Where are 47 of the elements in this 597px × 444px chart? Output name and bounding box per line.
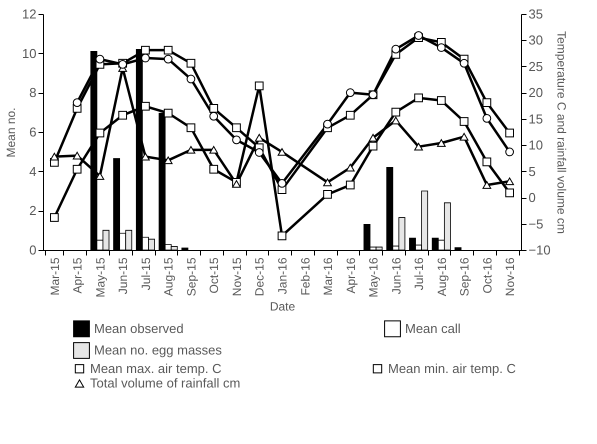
x-tick-label: Jul-16 xyxy=(412,257,426,290)
x-axis-title: Date xyxy=(270,300,296,314)
legend-label: Mean min. air temp. C xyxy=(388,360,516,376)
x-tick-label: Apr-15 xyxy=(70,257,85,294)
x-tick-label: Mar-15 xyxy=(48,257,62,296)
x-tick-label: Jul-15 xyxy=(138,257,153,290)
x-tick-label: Aug-16 xyxy=(434,257,449,296)
x-tick-label: Apr-16 xyxy=(344,257,358,294)
y2-tick-label: 0 xyxy=(528,190,536,206)
y2-tick-label: 35 xyxy=(528,6,543,22)
x-tick-label: Oct-16 xyxy=(480,257,494,294)
x-tick-label: Mar-16 xyxy=(321,257,336,296)
x-tick-label: Aug-15 xyxy=(162,257,176,296)
y-tick-label: 6 xyxy=(29,124,36,140)
x-tick-label: Dec-15 xyxy=(252,257,267,296)
x-tick-label: Nov-15 xyxy=(230,257,244,296)
y2-tick-label: 10 xyxy=(528,138,543,153)
y-tick-label: 4 xyxy=(29,164,36,179)
y-tick-label: 0 xyxy=(29,242,36,258)
y2-axis-title: Temperature C and rainfall volume cm xyxy=(554,31,569,234)
x-tick-label: Jan-16 xyxy=(276,257,290,294)
y2-tick-label: −5 xyxy=(528,216,544,232)
y-tick-label: 2 xyxy=(29,203,36,218)
y2-tick-label: 20 xyxy=(528,85,543,100)
legend-label: Total volume of rainfall cm xyxy=(90,376,240,390)
x-tick-label: May-16 xyxy=(366,257,381,298)
x-tick-label: Nov-16 xyxy=(503,257,518,296)
x-tick-label: Sep-15 xyxy=(184,257,198,296)
legend-label: Mean no. egg masses xyxy=(94,342,222,358)
x-tick-label: Feb-16 xyxy=(298,257,312,296)
x-tick-label: May-15 xyxy=(93,257,108,298)
y2-tick-label: 15 xyxy=(528,111,543,126)
x-tick-label: Jun-15 xyxy=(116,257,130,294)
x-tick-label: Oct-15 xyxy=(207,257,222,294)
legend-label: Mean max. air temp. C xyxy=(90,360,222,376)
y-tick-label: 10 xyxy=(22,46,36,61)
y2-tick-label: 5 xyxy=(528,164,536,179)
y2-tick-label: 25 xyxy=(528,58,543,74)
y-tick-label: 12 xyxy=(22,6,36,22)
y2-tick-label: −10 xyxy=(528,242,551,258)
y-tick-label: 8 xyxy=(29,85,36,100)
y-axis-title: Mean no. xyxy=(4,107,18,158)
legend-label: Mean call xyxy=(405,320,461,336)
y2-tick-label: 30 xyxy=(528,32,543,48)
x-tick-label: Jun-16 xyxy=(389,257,404,294)
legend-label: Mean observed xyxy=(94,320,184,336)
x-tick-label: Sep-16 xyxy=(458,257,472,296)
